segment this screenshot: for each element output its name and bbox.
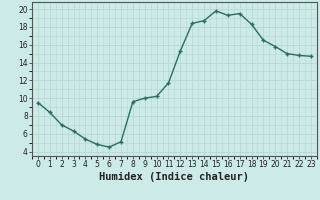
X-axis label: Humidex (Indice chaleur): Humidex (Indice chaleur) bbox=[100, 172, 249, 182]
